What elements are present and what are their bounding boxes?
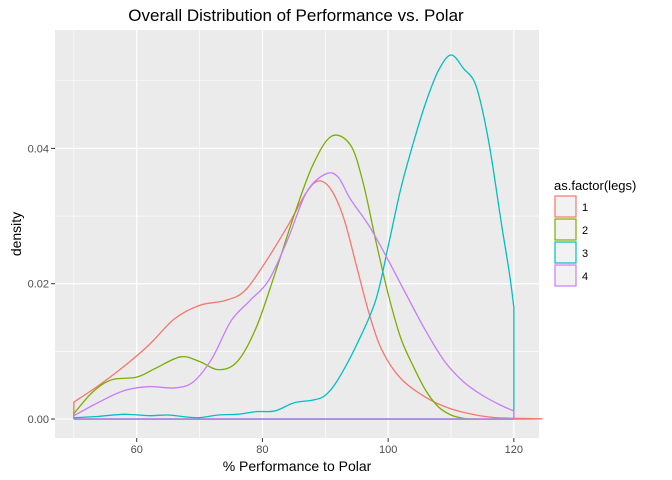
y-tick-label: 0.02 bbox=[28, 279, 49, 291]
legend: as.factor(legs) 1 2 3 4 bbox=[554, 178, 636, 287]
legend-items: 1 2 3 4 bbox=[554, 195, 588, 287]
plot-panel bbox=[55, 30, 543, 438]
legend-key-4 bbox=[554, 264, 577, 287]
density-line-legs-3 bbox=[73, 54, 515, 420]
chart-title: Overall Distribution of Performance vs. … bbox=[128, 6, 464, 25]
x-tick-label: 100 bbox=[379, 444, 397, 456]
legend-label-4: 4 bbox=[582, 271, 588, 283]
x-axis-title: % Performance to Polar bbox=[223, 458, 372, 474]
y-axis: 0.00 0.02 0.04 bbox=[28, 143, 55, 426]
series-lines bbox=[73, 54, 543, 420]
density-line-legs-2 bbox=[73, 134, 515, 420]
x-tick-label: 60 bbox=[131, 444, 143, 456]
legend-title: as.factor(legs) bbox=[554, 178, 636, 193]
legend-label-3: 3 bbox=[582, 248, 588, 260]
x-axis: 60 80 100 120 bbox=[131, 438, 523, 456]
y-tick-label: 0.04 bbox=[28, 143, 49, 155]
x-tick-label: 80 bbox=[256, 444, 268, 456]
legend-label-2: 2 bbox=[582, 225, 588, 237]
y-tick-label: 0.00 bbox=[28, 414, 49, 426]
x-tick-label: 120 bbox=[505, 444, 523, 456]
density-line-legs-1 bbox=[73, 180, 543, 420]
y-axis-title: density bbox=[8, 212, 24, 256]
plot-background bbox=[55, 30, 539, 438]
legend-key-3 bbox=[554, 241, 577, 264]
legend-key-2 bbox=[554, 218, 577, 241]
legend-label-1: 1 bbox=[582, 202, 588, 214]
legend-key-1 bbox=[554, 195, 577, 218]
density-line-legs-4 bbox=[73, 172, 515, 420]
